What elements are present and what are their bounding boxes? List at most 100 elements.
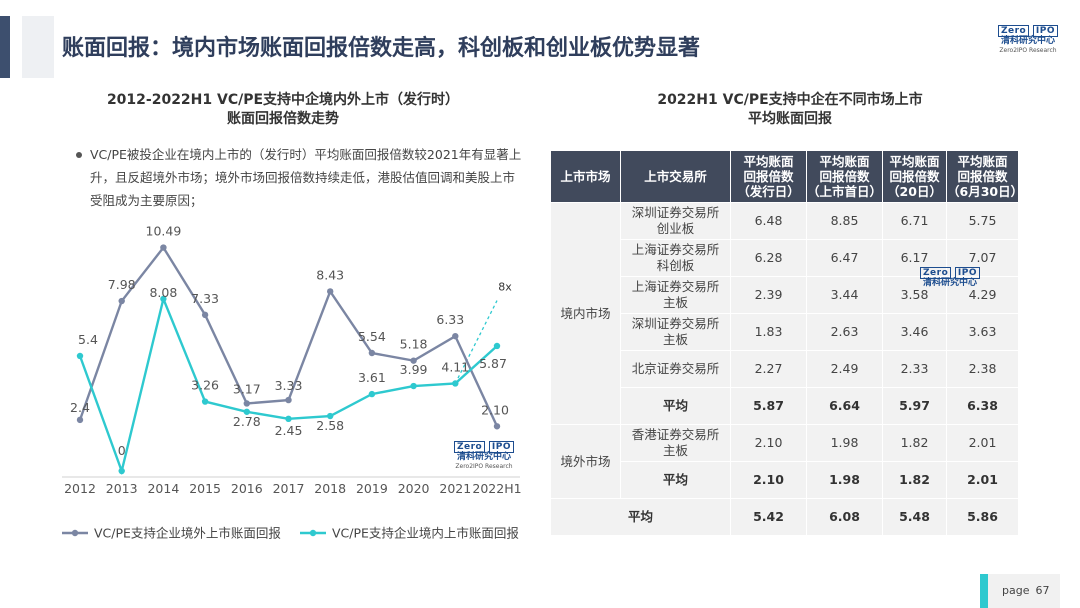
data-label: 2.45 xyxy=(275,423,303,438)
table-row-domestic-avg: 平均 5.87 6.64 5.97 6.38 xyxy=(551,387,1019,425)
header-line: 上市市场 xyxy=(560,169,611,184)
table-header-cell: 平均账面 回报倍数 （发行日） xyxy=(730,150,807,203)
page-indicator: page 67 xyxy=(1002,584,1049,597)
data-label: 5.4 xyxy=(78,332,98,347)
bullet-text: VC/PE被投企业在境内上市的（发行时）平均账面回报倍数较2021年有显著上升，… xyxy=(90,147,522,208)
watermark-top-text: Zero xyxy=(453,441,486,453)
left-title-line1: 2012-2022H1 VC/PE支持中企境内外上市（发行时） xyxy=(106,92,460,108)
value-cell: 1.98 xyxy=(806,424,883,462)
legend-marker-0 xyxy=(71,529,79,537)
data-point xyxy=(368,349,376,357)
data-label: 8.43 xyxy=(316,267,344,282)
title-accent xyxy=(0,16,10,78)
value-cell: 3.63 xyxy=(946,313,1019,351)
x-tick-label: 2014 xyxy=(147,481,179,496)
header-line: 平均账面 xyxy=(889,154,940,169)
table-wm-top-text: Zero xyxy=(920,267,952,279)
table-header-cell: 平均账面 回报倍数 （6月30日） xyxy=(946,150,1023,203)
data-label: 5.54 xyxy=(358,329,386,344)
value-cell: 2.10 xyxy=(730,424,807,462)
value-cell: 6.71 xyxy=(882,202,947,240)
data-point xyxy=(76,352,84,360)
legend-label-0: VC/PE支持企业境外上市账面回报 xyxy=(94,526,281,541)
avg-value-cell: 2.01 xyxy=(946,461,1019,499)
header-line: 回报倍数 xyxy=(743,169,794,184)
value-cell: 2.33 xyxy=(882,350,947,388)
legend-marker-1 xyxy=(309,529,317,537)
data-label: 6.33 xyxy=(436,312,464,327)
cell-line: 主板 xyxy=(662,332,688,347)
bullet-note: VC/PE被投企业在境内上市的（发行时）平均账面回报倍数较2021年有显著上升，… xyxy=(76,143,526,212)
annotation-label: 8x xyxy=(498,281,512,294)
cell-line: 北京证券交易所 xyxy=(631,361,720,376)
header-line: 回报倍数 xyxy=(957,169,1008,184)
data-label: 8.08 xyxy=(149,285,177,300)
market-cell-overseas: 境外市场 xyxy=(550,424,621,499)
data-label: 4.11 xyxy=(441,359,469,374)
value-cell: 6.17 xyxy=(882,239,947,277)
data-label: 5.87 xyxy=(479,356,507,371)
avg-value-cell: 1.82 xyxy=(882,461,947,499)
cell-line: 主板 xyxy=(662,295,688,310)
value-cell: 1.83 xyxy=(730,313,807,351)
market-cell-domestic: 境内市场 xyxy=(550,202,621,425)
data-label: 2.4 xyxy=(70,400,90,415)
data-label: 7.98 xyxy=(108,277,136,292)
data-point xyxy=(285,396,292,404)
x-tick-label: 2019 xyxy=(356,481,388,496)
data-point xyxy=(493,342,501,350)
exchange-cell: 上海证券交易所 主板 xyxy=(620,276,731,314)
page-number: 67 xyxy=(1035,584,1050,597)
x-tick-label: 2018 xyxy=(314,481,346,496)
data-label: 3.26 xyxy=(191,378,219,393)
header-line: （上市首日） xyxy=(807,184,883,199)
grand-avg-value-cell: 5.48 xyxy=(882,498,947,536)
logo-en-text: Zero2IPO Research xyxy=(999,47,1057,54)
header-line: 上市交易所 xyxy=(644,169,707,184)
header-line: 平均账面 xyxy=(957,154,1008,169)
grand-avg-label-cell: 平均 xyxy=(550,498,731,536)
data-label: 0 xyxy=(118,443,126,458)
data-point xyxy=(160,244,167,251)
header-line: 回报倍数 xyxy=(889,169,940,184)
exchange-cell: 深圳证券交易所 创业板 xyxy=(620,202,731,240)
logo-top-text: Zero xyxy=(997,25,1030,37)
avg-value-cell: 5.87 xyxy=(730,387,807,425)
data-point xyxy=(327,288,334,295)
table-row: 深圳证券交易所 主板 1.83 2.63 3.46 3.63 xyxy=(551,313,1019,351)
x-tick-label: 2020 xyxy=(398,481,430,496)
page-title: 账面回报：境内市场账面回报倍数走高，科创板和创业板优势显著 xyxy=(62,36,701,61)
data-point xyxy=(243,400,250,407)
x-tick-label: 2021 xyxy=(439,481,471,496)
value-cell: 3.44 xyxy=(806,276,883,314)
value-cell: 2.49 xyxy=(806,350,883,388)
page-label: page xyxy=(1002,584,1030,597)
data-point xyxy=(285,415,292,423)
x-tick-label: 2022H1 xyxy=(472,481,521,496)
data-label: 3.99 xyxy=(400,362,428,377)
value-cell: 2.63 xyxy=(806,313,883,351)
data-label: 10.49 xyxy=(146,224,182,239)
table-row-grand-avg: 平均 5.42 6.08 5.48 5.86 xyxy=(550,498,1019,536)
data-point xyxy=(201,311,209,319)
data-point xyxy=(201,398,209,405)
table-row: 北京证券交易所 2.27 2.49 2.33 2.38 xyxy=(551,350,1019,388)
cell-line: 创业板 xyxy=(656,221,695,236)
value-cell: 1.82 xyxy=(882,424,947,462)
value-cell: 6.47 xyxy=(806,239,883,277)
table-watermark-logo: Zero IPO 清科研究中心 xyxy=(920,267,981,289)
value-cell: 8.85 xyxy=(806,202,883,240)
data-label: 3.33 xyxy=(275,378,303,393)
legend-label-1: VC/PE支持企业境内上市账面回报 xyxy=(332,526,519,541)
header-line: 平均账面 xyxy=(743,154,794,169)
table-header-cell: 平均账面 回报倍数 （上市首日） xyxy=(806,150,883,203)
data-label: 3.61 xyxy=(358,370,386,385)
avg-value-cell: 6.64 xyxy=(806,387,883,425)
table-header-row: 上市市场 上市交易所 平均账面 回报倍数 （发行日） 平均账面 回报倍数 （上市首日） 平均账面… xyxy=(550,150,1023,203)
cell-line: 深圳证券交易所 xyxy=(631,316,720,331)
data-label: 7.33 xyxy=(191,291,219,306)
page-accent xyxy=(980,574,988,608)
value-cell: 2.39 xyxy=(730,276,807,314)
logo-cn-text: 清科研究中心 xyxy=(1000,36,1055,46)
value-cell: 4.29 xyxy=(946,276,1019,314)
